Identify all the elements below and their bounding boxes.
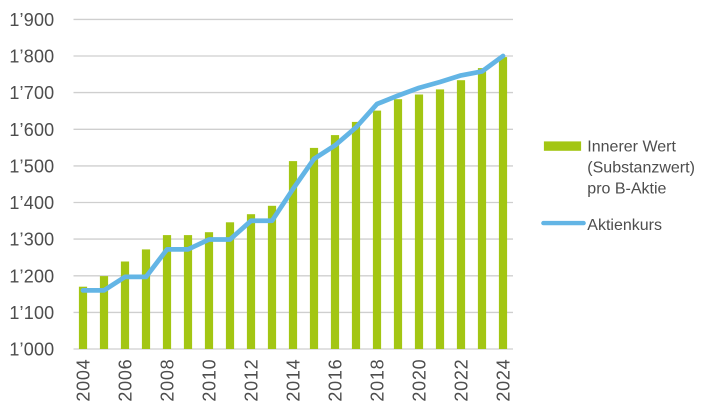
svg-text:2012: 2012 [242, 359, 262, 402]
svg-text:2022: 2022 [452, 359, 472, 402]
svg-text:1’500: 1’500 [9, 156, 54, 176]
svg-text:2006: 2006 [116, 359, 136, 402]
svg-text:1’000: 1’000 [9, 340, 54, 360]
svg-text:1’700: 1’700 [9, 83, 54, 103]
svg-text:Innerer Wert: Innerer Wert [587, 139, 676, 156]
svg-text:2024: 2024 [494, 359, 514, 402]
svg-text:1’900: 1’900 [9, 10, 54, 30]
svg-text:1’200: 1’200 [9, 266, 54, 286]
svg-text:2008: 2008 [158, 359, 178, 402]
svg-text:1’400: 1’400 [9, 193, 54, 213]
svg-text:2020: 2020 [410, 359, 430, 402]
svg-text:2004: 2004 [74, 359, 94, 402]
svg-text:2016: 2016 [326, 359, 346, 402]
svg-text:1’800: 1’800 [9, 47, 54, 67]
svg-text:1’100: 1’100 [9, 303, 54, 323]
svg-text:pro B-Aktie: pro B-Aktie [587, 181, 666, 198]
svg-text:1’300: 1’300 [9, 230, 54, 250]
svg-text:2010: 2010 [200, 359, 220, 402]
svg-text:2018: 2018 [368, 359, 388, 402]
svg-text:1’600: 1’600 [9, 120, 54, 140]
svg-text:(Substanzwert): (Substanzwert) [587, 160, 695, 177]
svg-text:2014: 2014 [284, 359, 304, 402]
svg-text:Aktienkurs: Aktienkurs [587, 217, 662, 234]
